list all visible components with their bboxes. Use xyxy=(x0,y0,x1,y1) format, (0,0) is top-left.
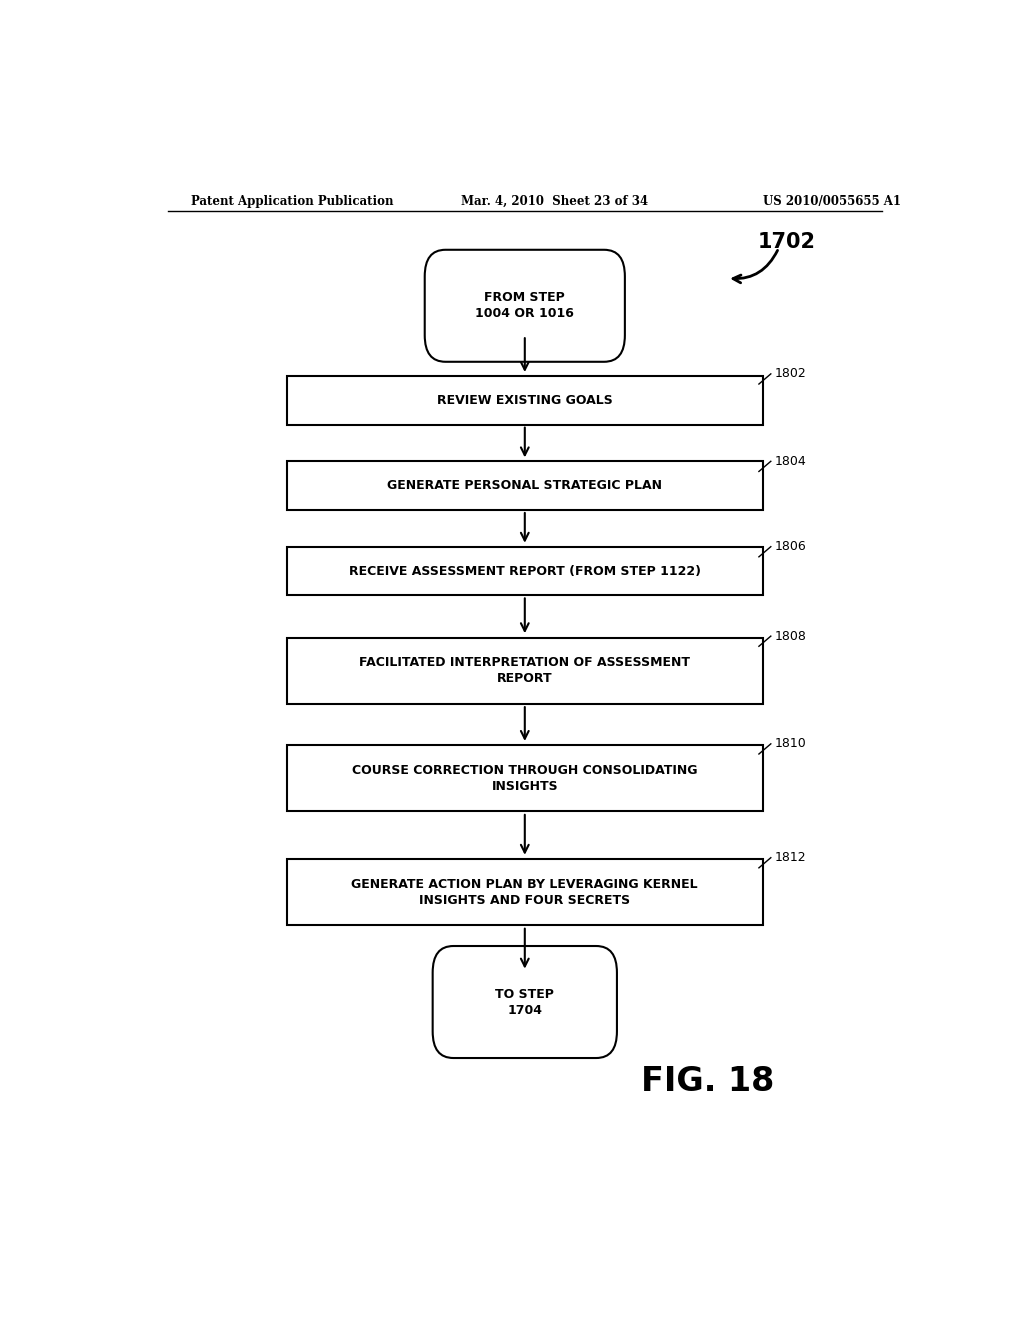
Bar xyxy=(287,859,763,925)
Bar xyxy=(287,376,763,425)
Text: RECEIVE ASSESSMENT REPORT (FROM STEP 1122): RECEIVE ASSESSMENT REPORT (FROM STEP 112… xyxy=(349,565,700,578)
Text: GENERATE ACTION PLAN BY LEVERAGING KERNEL
INSIGHTS AND FOUR SECRETS: GENERATE ACTION PLAN BY LEVERAGING KERNE… xyxy=(351,878,698,907)
Text: Patent Application Publication: Patent Application Publication xyxy=(191,194,394,207)
Text: 1806: 1806 xyxy=(775,540,807,553)
Text: 1810: 1810 xyxy=(775,738,807,750)
Text: COURSE CORRECTION THROUGH CONSOLIDATING
INSIGHTS: COURSE CORRECTION THROUGH CONSOLIDATING … xyxy=(352,764,697,793)
Bar xyxy=(287,746,763,812)
Text: TO STEP
1704: TO STEP 1704 xyxy=(496,987,554,1016)
Text: 1808: 1808 xyxy=(775,630,807,643)
FancyBboxPatch shape xyxy=(433,946,616,1059)
Text: 1802: 1802 xyxy=(775,367,807,380)
Text: FIG. 18: FIG. 18 xyxy=(641,1065,774,1098)
Text: Mar. 4, 2010  Sheet 23 of 34: Mar. 4, 2010 Sheet 23 of 34 xyxy=(461,194,648,207)
Text: 1812: 1812 xyxy=(775,851,807,865)
Text: FROM STEP
1004 OR 1016: FROM STEP 1004 OR 1016 xyxy=(475,292,574,321)
Text: FACILITATED INTERPRETATION OF ASSESSMENT
REPORT: FACILITATED INTERPRETATION OF ASSESSMENT… xyxy=(359,656,690,685)
Text: GENERATE PERSONAL STRATEGIC PLAN: GENERATE PERSONAL STRATEGIC PLAN xyxy=(387,479,663,492)
FancyBboxPatch shape xyxy=(425,249,625,362)
Bar xyxy=(287,546,763,595)
Bar xyxy=(287,638,763,704)
Text: US 2010/0055655 A1: US 2010/0055655 A1 xyxy=(763,194,901,207)
Bar xyxy=(287,461,763,510)
Text: REVIEW EXISTING GOALS: REVIEW EXISTING GOALS xyxy=(437,393,612,407)
Text: 1804: 1804 xyxy=(775,455,807,467)
Text: 1702: 1702 xyxy=(758,232,816,252)
